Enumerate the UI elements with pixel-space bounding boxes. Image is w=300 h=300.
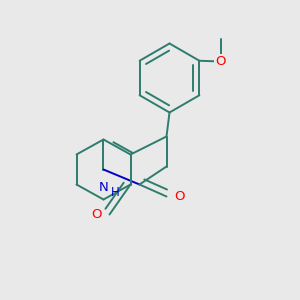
Text: O: O (92, 208, 102, 221)
Text: O: O (215, 55, 226, 68)
Text: O: O (174, 190, 184, 203)
Text: H: H (111, 186, 120, 200)
Text: N: N (99, 181, 108, 194)
